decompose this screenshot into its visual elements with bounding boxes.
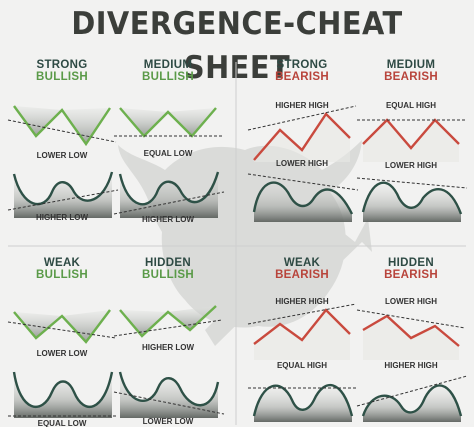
oscillator-label: HIGHER LOW xyxy=(142,215,194,224)
price-label: LOWER LOW xyxy=(37,151,88,160)
oscillator-shade xyxy=(120,172,218,218)
price-trendline xyxy=(7,321,117,339)
price-label: HIGHER LOW xyxy=(142,343,194,352)
panel-heading-strength: MEDIUM xyxy=(144,59,192,71)
price-label: LOWER LOW xyxy=(37,349,88,358)
price-shade xyxy=(120,108,168,136)
oscillator-shade xyxy=(254,385,352,422)
oscillator-line xyxy=(361,181,463,215)
oscillator-trendline xyxy=(113,191,225,215)
panel-heading-sentiment: BULLISH xyxy=(36,269,88,281)
price-trendline xyxy=(247,105,357,131)
panel-heading-sentiment: BULLISH xyxy=(142,71,194,83)
panel-heading-strength: HIDDEN xyxy=(145,257,191,269)
panel-heading-sentiment: BEARISH xyxy=(384,71,438,83)
price-line xyxy=(13,309,111,344)
oscillator-label: HIGHER HIGH xyxy=(384,361,438,370)
oscillator xyxy=(113,171,225,218)
price-line xyxy=(13,105,111,147)
oscillator-shade xyxy=(254,182,352,222)
price-shade xyxy=(168,306,216,330)
panel-heading-sentiment: BEARISH xyxy=(384,269,438,281)
oscillator-trendline xyxy=(356,177,468,189)
price-line xyxy=(119,107,217,138)
price-line xyxy=(362,118,460,150)
price-line xyxy=(119,305,217,338)
price-trendline xyxy=(113,319,223,337)
oscillator-line xyxy=(12,371,114,409)
panel-heading-sentiment: BULLISH xyxy=(36,71,88,83)
price-shade xyxy=(254,114,350,162)
price-line xyxy=(253,112,351,161)
oscillator-line xyxy=(118,171,220,206)
oscillator-trendline xyxy=(356,375,468,407)
panel-heading-sentiment: BULLISH xyxy=(142,269,194,281)
panel-heading-strength: WEAK xyxy=(284,257,321,269)
price-shade xyxy=(120,310,168,336)
oscillator-shade xyxy=(363,385,461,422)
oscillator-line xyxy=(118,371,220,407)
oscillator-label: EQUAL LOW xyxy=(38,419,87,427)
oscillator-line xyxy=(12,171,114,206)
price-shade xyxy=(62,310,110,342)
price-line xyxy=(253,308,351,345)
panel-heading-strength: HIDDEN xyxy=(388,257,434,269)
oscillator-trendline xyxy=(247,173,359,191)
oscillator-label: HIGHER LOW xyxy=(36,213,88,222)
oscillator xyxy=(7,171,119,218)
panel-heading-strength: MEDIUM xyxy=(387,59,435,71)
panel-heading-sentiment: BEARISH xyxy=(275,71,329,83)
panel-heading-strength: WEAK xyxy=(44,257,81,269)
oscillator-shade xyxy=(14,172,112,218)
price-label: LOWER HIGH xyxy=(385,297,437,306)
price-label: HIGHER HIGH xyxy=(275,101,329,110)
oscillator-trendline xyxy=(7,189,119,211)
oscillator-label: LOWER HIGH xyxy=(385,161,437,170)
price-trendline xyxy=(356,309,466,329)
oscillator-label: EQUAL HIGH xyxy=(277,361,327,370)
oscillator xyxy=(248,383,358,422)
page-title: DIVERGENCE-CHEAT SHEET xyxy=(71,6,403,86)
price-shade xyxy=(62,108,110,144)
oscillator-shade xyxy=(363,182,461,222)
panel-heading-sentiment: BEARISH xyxy=(275,269,329,281)
oscillator-line xyxy=(252,181,354,215)
oscillator xyxy=(356,375,468,422)
oscillator-label: LOWER LOW xyxy=(143,417,194,426)
price-shade xyxy=(363,120,459,162)
price-shade xyxy=(14,106,62,136)
oscillator xyxy=(247,173,359,222)
oscillator-label: LOWER HIGH xyxy=(276,159,328,168)
price-label: EQUAL LOW xyxy=(144,149,193,158)
oscillator-trendline xyxy=(113,391,225,415)
price-line xyxy=(362,314,460,347)
price-label: EQUAL HIGH xyxy=(386,101,436,110)
oscillator-line xyxy=(361,384,463,417)
price-shade xyxy=(254,310,350,360)
panel-heading-strength: STRONG xyxy=(277,59,328,71)
oscillator xyxy=(8,371,118,418)
price-trendline xyxy=(247,303,357,325)
oscillator-shade xyxy=(120,372,218,418)
oscillator xyxy=(113,371,225,418)
oscillator xyxy=(356,177,468,222)
price-trendline xyxy=(7,119,117,143)
panel-heading-strength: STRONG xyxy=(37,59,88,71)
price-label: HIGHER HIGH xyxy=(275,297,329,306)
price-shade xyxy=(168,108,216,136)
oscillator-shade xyxy=(14,372,112,418)
price-shade xyxy=(14,312,62,338)
oscillator-line xyxy=(252,383,354,417)
